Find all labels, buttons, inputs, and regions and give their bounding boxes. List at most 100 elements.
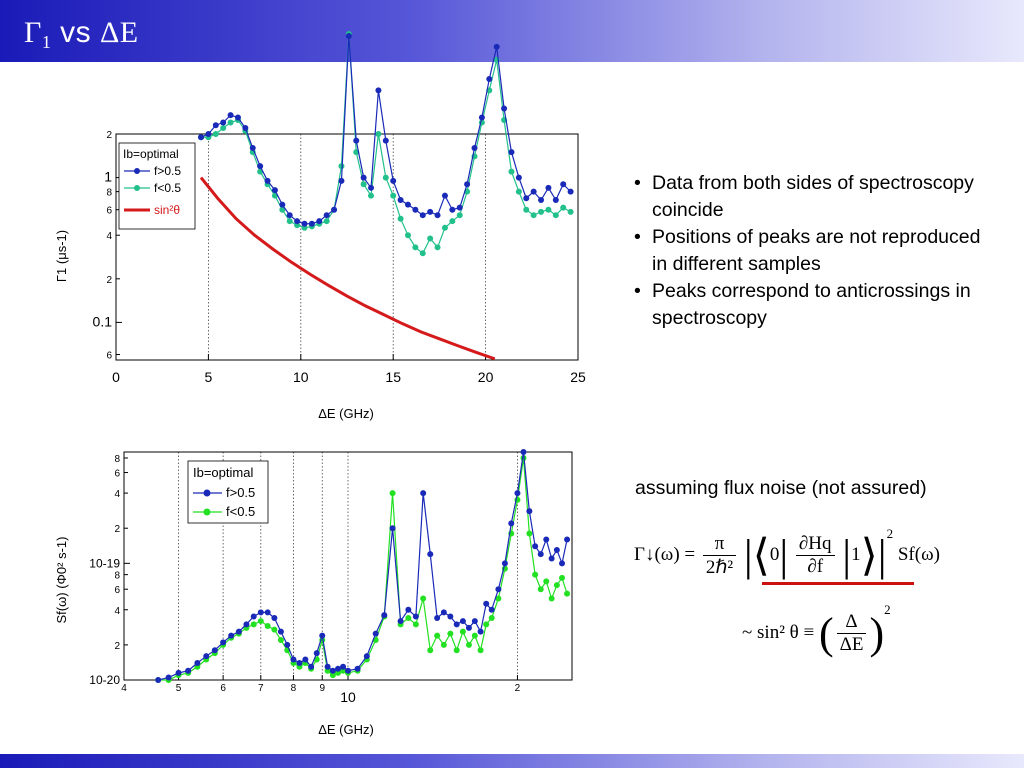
- chart2-data-point: [559, 574, 566, 581]
- chart1-data-point: [390, 192, 397, 199]
- chart1-data-point: [360, 174, 367, 181]
- flux-noise-note: assuming flux noise (not assured): [635, 477, 927, 499]
- chart1-data-point: [471, 145, 478, 152]
- chart1-data-point: [227, 119, 234, 126]
- chart2-data-point: [250, 621, 257, 628]
- chart2-data-point: [477, 647, 484, 654]
- chart2-data-point: [397, 618, 404, 625]
- chart2-data-point: [381, 612, 388, 619]
- chart2-data-point: [477, 628, 484, 635]
- chart2-data-point: [228, 632, 235, 639]
- chart1-data-point: [427, 235, 434, 242]
- chart2-legend: Ib=optimal f>0.5 f<0.5: [187, 460, 269, 524]
- chart2-xtick-label: 8: [291, 683, 297, 694]
- chart1-data-point: [412, 206, 419, 213]
- chart2-data-point: [553, 547, 560, 554]
- chart1-xtick-label: 5: [205, 369, 213, 385]
- chart1-data-point: [212, 122, 219, 129]
- chart1-ytick-label: 0.1: [93, 313, 113, 329]
- chart2-data-point: [543, 536, 550, 543]
- chart2-data-point: [363, 653, 370, 660]
- chart2-data-point: [488, 614, 495, 621]
- chart2-data-point: [329, 672, 336, 679]
- chart1-data-point: [323, 212, 330, 219]
- chart1-xtick-label: 10: [293, 369, 309, 385]
- chart2-ytick-label: 10-20: [89, 673, 120, 687]
- chart2-data-point: [537, 586, 544, 593]
- chart1-data-point: [397, 197, 404, 204]
- chart2-data-point: [372, 630, 379, 637]
- chart2-data-point: [440, 609, 447, 616]
- chart2-data-point: [420, 595, 427, 602]
- chart1-data-point: [220, 119, 227, 126]
- chart1-ytick-label: 1: [104, 169, 112, 185]
- chart1-legend-box: [118, 142, 196, 230]
- chart2-ytick-label: 8: [114, 454, 120, 465]
- chart1-data-point: [353, 137, 360, 144]
- chart2-data-point: [514, 490, 521, 497]
- chart2-xlabel: ΔE (GHz): [318, 722, 374, 737]
- chart1-data-point: [234, 114, 241, 121]
- chart2-data-point: [465, 624, 472, 631]
- chart1-data-point: [286, 212, 293, 219]
- chart2-data-point: [447, 630, 454, 637]
- chart1-ylabel: Γ1 (μs-1): [54, 230, 69, 282]
- chart2-legend-marker: [203, 489, 211, 497]
- chart1-data-point: [486, 75, 493, 82]
- chart2-legend-label: f<0.5: [226, 504, 255, 519]
- chart2-data-point: [203, 653, 210, 660]
- chart1-legend-title: Ib=optimal: [123, 147, 179, 161]
- chart2-legend-box: [187, 460, 269, 524]
- chart2-ytick-label: 10-19: [89, 556, 120, 570]
- chart2-data-point: [495, 586, 502, 593]
- formula-red-underline: [762, 582, 914, 585]
- chart2-data-point: [412, 613, 419, 620]
- chart1-data-point: [279, 206, 286, 213]
- chart1-data-point: [449, 218, 456, 225]
- chart1-data-point: [257, 163, 264, 170]
- chart2-xtick-label: 2: [515, 683, 521, 694]
- chart1-data-point: [316, 218, 323, 225]
- chart2-data-point: [235, 628, 242, 635]
- chart2-data-point: [271, 614, 278, 621]
- chart2-data-point: [559, 560, 566, 567]
- chart1-data-point: [508, 149, 515, 156]
- chart2-data-point: [447, 613, 454, 620]
- chart2-data-point: [296, 659, 303, 666]
- chart1-data-point: [441, 192, 448, 199]
- chart1-data-point: [456, 212, 463, 219]
- chart2-ytick-label: 2: [114, 524, 120, 535]
- chart1-xtick-label: 0: [112, 369, 120, 385]
- slide-bottom-bar: [0, 754, 1024, 768]
- chart2-data-point: [508, 520, 515, 527]
- chart1-data-point: [515, 188, 522, 195]
- chart1-data-point: [560, 204, 567, 211]
- chart2-data-point: [308, 663, 315, 670]
- chart1-data-point: [419, 250, 426, 257]
- chart2-frame: [123, 451, 573, 681]
- chart2-data-point: [290, 656, 297, 663]
- chart2-data-point: [284, 641, 291, 648]
- chart1-data-point: [419, 212, 426, 219]
- bullet-item: Data from both sides of spectroscopy coi…: [632, 170, 992, 224]
- chart1-data-point: [331, 206, 338, 213]
- bullet-item: Positions of peaks are not reproduced in…: [632, 224, 992, 278]
- chart2-data-point: [165, 674, 172, 681]
- chart1-data-point: [560, 181, 567, 188]
- chart2-xtick-label: 4: [121, 683, 127, 694]
- chart2-legend-label: f>0.5: [226, 485, 255, 500]
- chart2-data-point: [405, 614, 412, 621]
- chart2-data-point: [271, 626, 278, 633]
- chart1-data-point: [242, 125, 249, 132]
- chart2-data-point: [243, 621, 250, 628]
- chart1-data-point: [508, 168, 515, 175]
- chart1-ytick-label: 8: [106, 188, 112, 199]
- chart1-xtick-label: 25: [570, 369, 586, 385]
- chart1-data-point: [227, 112, 234, 119]
- chart2-data-point: [471, 618, 478, 625]
- chart2-data-point: [264, 623, 271, 630]
- chart2-data-point: [319, 632, 326, 639]
- chart2-xtick-label: 6: [220, 683, 226, 694]
